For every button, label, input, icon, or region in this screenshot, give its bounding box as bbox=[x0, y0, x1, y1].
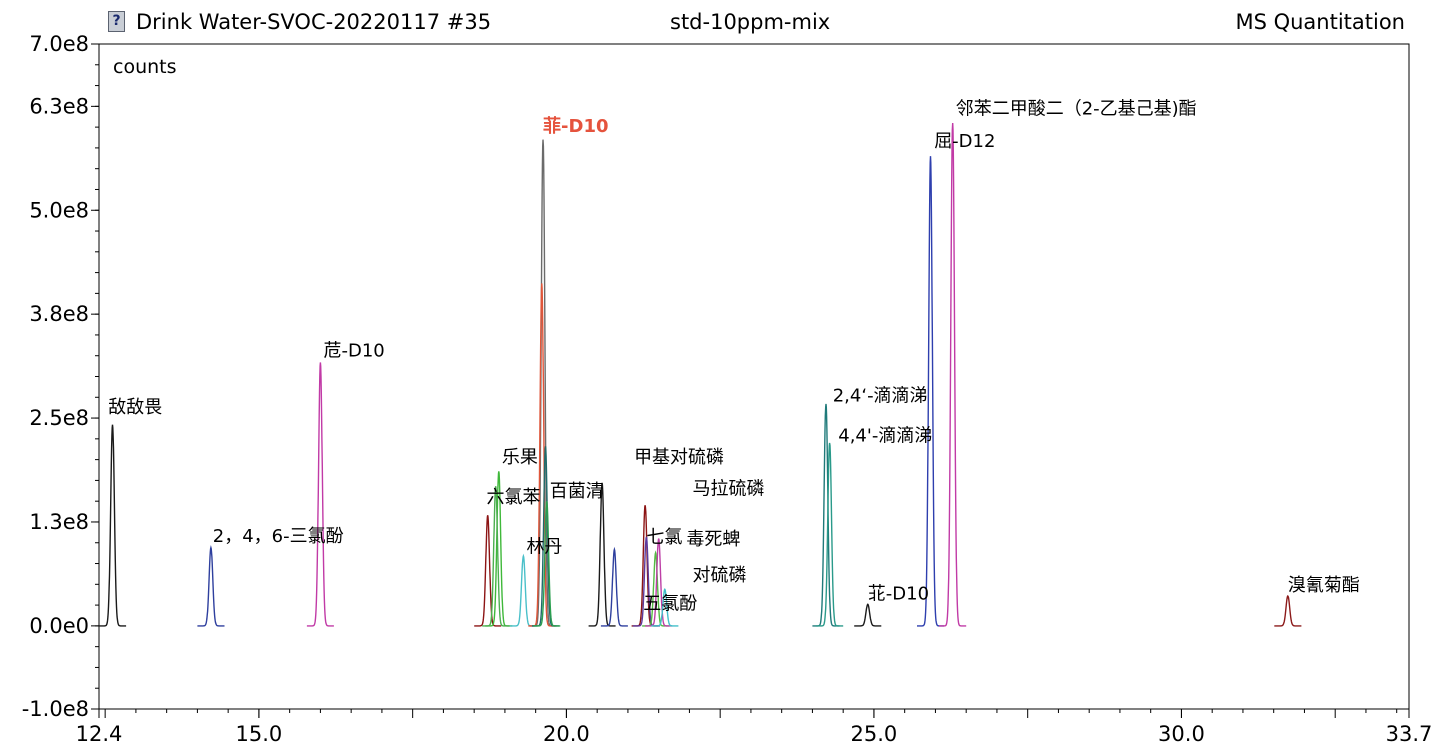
peak-label: 菲-D10 bbox=[543, 115, 608, 137]
peak-label: 溴氰菊酯 bbox=[1288, 575, 1360, 596]
peak-label: 六氯苯 bbox=[486, 487, 540, 508]
x-tick-label: 15.0 bbox=[236, 722, 283, 746]
peak-trace bbox=[816, 442, 844, 627]
y-tick-label: 6.3e8 bbox=[29, 94, 89, 118]
peak-label: 敌敌畏 bbox=[108, 397, 162, 418]
peak-label: 乐果 bbox=[502, 447, 538, 468]
peak-trace bbox=[509, 553, 537, 627]
peak-label: 毒死蜱 bbox=[686, 529, 740, 550]
peak-trace bbox=[533, 501, 561, 627]
x-tick-label: 33.7 bbox=[1386, 722, 1433, 746]
peak-trace bbox=[600, 546, 628, 627]
peak-label: 2，4，6-三氯酚 bbox=[213, 526, 344, 547]
peak-label: 2,4‘-滴滴涕 bbox=[833, 385, 928, 406]
y-tick-label: 7.0e8 bbox=[29, 32, 89, 56]
peak-label: 甲基对硫磷 bbox=[634, 447, 724, 468]
y-tick-label: 2.5e8 bbox=[29, 406, 89, 430]
peak-label: 邻苯二甲酸二（2-乙基己基)酯 bbox=[956, 99, 1197, 120]
y-axis-label: counts bbox=[113, 56, 177, 78]
peak-trace bbox=[482, 486, 510, 627]
peak-trace bbox=[588, 482, 616, 627]
peak-label: 五氯酚 bbox=[643, 593, 697, 614]
peak-trace bbox=[854, 603, 882, 627]
peak-label: 对硫磷 bbox=[692, 565, 746, 586]
y-tick-label: 5.0e8 bbox=[29, 198, 89, 222]
peak-trace bbox=[645, 538, 673, 627]
peak-trace bbox=[474, 515, 502, 627]
peak-trace bbox=[939, 122, 967, 627]
peak-trace bbox=[99, 424, 127, 627]
quantitation-mode: MS Quantitation bbox=[1235, 10, 1405, 34]
peak-label: 马拉硫磷 bbox=[692, 479, 764, 500]
y-tick-label: 1.3e8 bbox=[29, 510, 89, 534]
question-file-icon[interactable]: ? bbox=[108, 11, 125, 32]
chart-header: ? Drink Water-SVOC-20220117 #35 std-10pp… bbox=[0, 0, 1449, 44]
y-tick-label: 0.0e0 bbox=[29, 614, 89, 638]
peak-label: 七氯 bbox=[646, 527, 682, 548]
plot-frame bbox=[98, 43, 1410, 710]
y-tick-label: 3.8e8 bbox=[29, 302, 89, 326]
sample-name: std-10ppm-mix bbox=[670, 10, 831, 34]
peak-trace bbox=[1274, 594, 1302, 627]
peak-label: 林丹 bbox=[526, 537, 562, 558]
x-tick-label: 30.0 bbox=[1158, 722, 1205, 746]
x-tick-label: 25.0 bbox=[851, 722, 898, 746]
peak-label: 百菌清 bbox=[550, 481, 604, 502]
x-tick-label: 12.4 bbox=[76, 722, 123, 746]
peak-trace bbox=[306, 362, 334, 627]
peak-label: 苊-D10 bbox=[323, 341, 384, 362]
y-tick-label: -1.0e8 bbox=[22, 697, 89, 721]
data-file-title: Drink Water-SVOC-20220117 #35 bbox=[136, 10, 492, 34]
peak-trace bbox=[197, 545, 225, 627]
y-axis: -1.0e8 0.0e0 1.3e8 2.5e8 3.8e8 5.0e8 6.3e8 7.0e… bbox=[22, 32, 99, 721]
peak-trace bbox=[651, 587, 679, 627]
x-axis: 12.4 15.0 20.0 25.0 30.0 33.7 bbox=[76, 709, 1433, 746]
x-tick-label: 20.0 bbox=[543, 722, 590, 746]
peak-traces bbox=[99, 122, 1302, 627]
peak-label: 屈-D12 bbox=[934, 131, 995, 152]
peak-label: 4,4'-滴滴涕 bbox=[838, 425, 932, 446]
peak-label: 苝-D10 bbox=[868, 583, 929, 604]
